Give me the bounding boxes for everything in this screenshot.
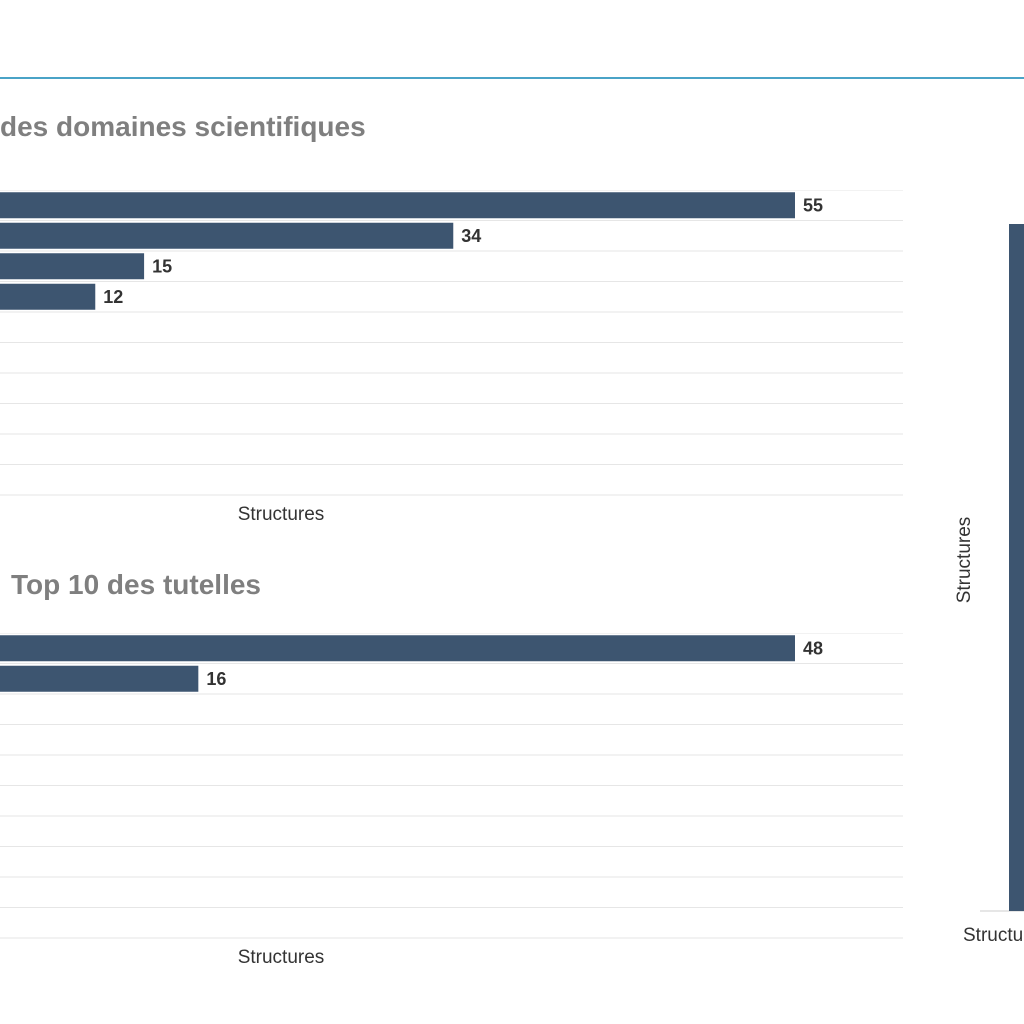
y-axis-label: Structures bbox=[954, 517, 975, 604]
chart-structures-vertical: Structures Structures bbox=[954, 224, 1024, 946]
bar bbox=[0, 192, 795, 219]
bar bbox=[1009, 224, 1024, 911]
value-label: 48 bbox=[803, 638, 823, 658]
x-axis-label: Structures bbox=[238, 504, 325, 525]
x-axis-label: Structures bbox=[238, 947, 325, 968]
value-label: 12 bbox=[103, 287, 123, 307]
chart-domains: 55 34 15 12 Structures bbox=[0, 190, 903, 525]
value-label: 55 bbox=[803, 195, 823, 215]
value-label: 15 bbox=[152, 256, 172, 276]
chart-title-domains: des domaines scientifiques bbox=[0, 111, 366, 142]
value-label: 16 bbox=[206, 669, 226, 689]
bar bbox=[0, 283, 96, 310]
chart-title-tutelles: Top 10 des tutelles bbox=[11, 569, 261, 600]
top-divider bbox=[0, 77, 1024, 79]
bar bbox=[0, 253, 145, 280]
bar bbox=[0, 222, 454, 249]
value-label: 34 bbox=[461, 226, 481, 246]
bar bbox=[0, 635, 795, 662]
chart-tutelles: 48 16 Structures bbox=[0, 633, 903, 968]
bar bbox=[0, 665, 199, 692]
x-axis-label: Structures bbox=[963, 925, 1024, 946]
